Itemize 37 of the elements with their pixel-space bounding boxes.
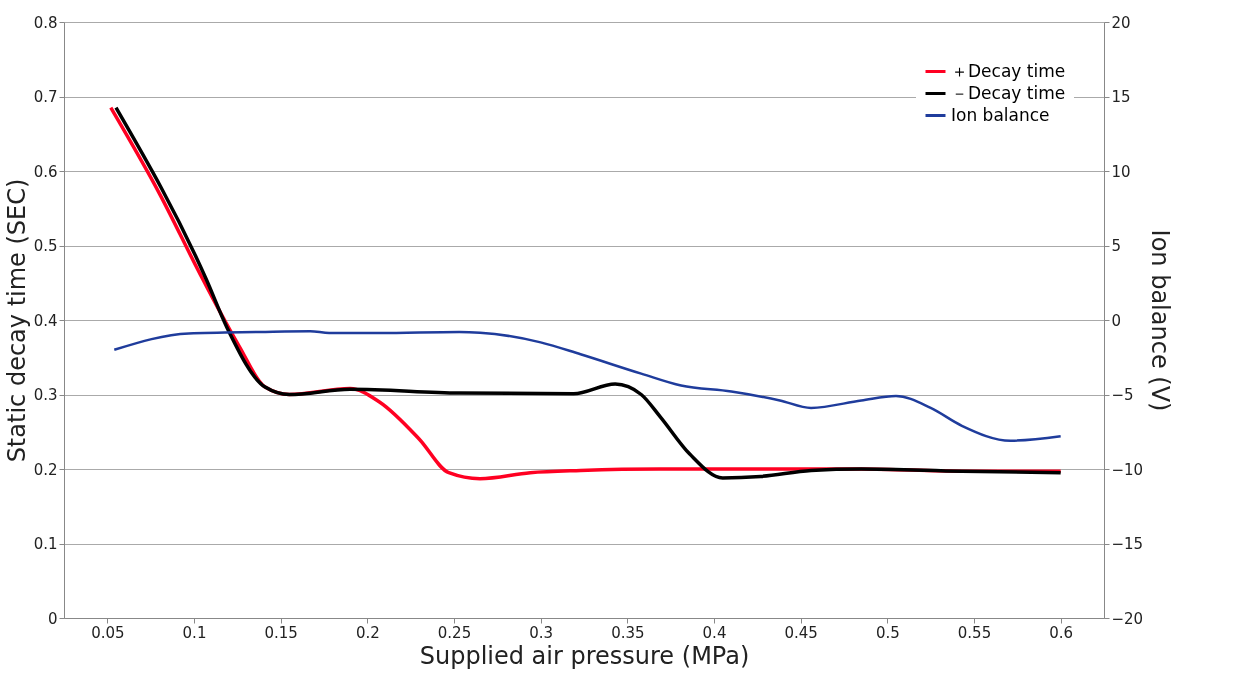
x-tick-label: 0.3 [529,623,554,642]
legend-label: Ion balance [951,104,1050,125]
legend-label: ＋Decay time [951,60,1066,81]
y-tick-label: 0.7 [33,88,58,106]
y-axis-title: Static decay time (SEC) [2,178,31,463]
x-tick-label: 0.1 [182,623,207,642]
x-tick-label: 0.45 [784,623,818,642]
x-tick-label: 0.35 [611,623,645,642]
x-tick-label: 0.5 [875,623,900,642]
y2-tick-label: 10 [1111,162,1131,181]
y-tick-label: 0.5 [33,237,58,255]
y2-tick-label: 5 [1111,237,1122,255]
y-tick-label: 0.2 [33,460,58,479]
y-tick-label: 0.4 [33,311,58,330]
x-axis-title: Supplied air pressure (MPa) [419,641,750,670]
x-tick-label: 0.05 [91,623,125,642]
x-tick-label: 0.6 [1049,623,1074,642]
line-series [113,329,1062,442]
y2-axis-title: Ion balance (V) [1146,229,1175,412]
legend-label: －Decay time [951,82,1066,103]
x-tick-label: 0.15 [264,623,298,642]
y2-tick-label: −5 [1111,386,1134,404]
y-tick-label: 0 [47,609,58,628]
x-tick-label: 0.4 [702,623,727,642]
y2-tick-label: −15 [1111,535,1144,553]
y-tick-label: 0.8 [33,13,58,32]
y2-tick-label: −20 [1111,609,1144,628]
y-tick-label: 0.1 [33,535,58,553]
y2-tick-label: 20 [1111,13,1131,32]
x-tick-label: 0.25 [437,623,472,642]
x-tick-label: 0.55 [957,623,992,642]
y2-tick-label: 15 [1111,88,1131,106]
y-tick-label: 0.3 [33,386,58,404]
y2-tick-label: −10 [1111,460,1144,479]
y2-tick-label: 0 [1111,311,1122,330]
y-tick-label: 0.6 [33,162,58,181]
x-tick-label: 0.2 [355,623,380,642]
